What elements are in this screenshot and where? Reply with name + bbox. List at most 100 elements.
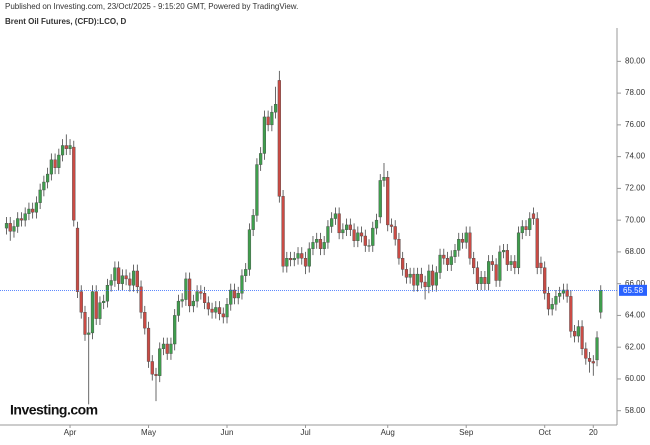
candle-body bbox=[169, 343, 173, 354]
candle-body bbox=[68, 145, 72, 149]
candle-body bbox=[367, 245, 371, 247]
candle-body bbox=[124, 275, 128, 280]
candle-body bbox=[330, 218, 334, 227]
candle-body bbox=[16, 218, 20, 227]
candle-body bbox=[161, 343, 166, 349]
candle-body bbox=[554, 296, 558, 305]
candle-body bbox=[307, 248, 311, 267]
candle-body bbox=[359, 232, 364, 237]
candle-body bbox=[494, 264, 498, 281]
candle-body bbox=[143, 312, 147, 329]
y-tick-label: 80.00 bbox=[625, 56, 646, 65]
candle-body bbox=[292, 258, 296, 261]
candle-body bbox=[150, 361, 154, 375]
candle-body bbox=[397, 239, 401, 259]
candle-body bbox=[472, 258, 476, 268]
candle-body bbox=[83, 312, 87, 335]
x-tick-label: May bbox=[141, 428, 156, 437]
candle-body bbox=[573, 331, 577, 337]
candle-body bbox=[158, 348, 162, 376]
candle-body bbox=[599, 290, 603, 313]
candle-body bbox=[374, 219, 379, 229]
candle-body bbox=[102, 300, 106, 303]
candle-body bbox=[23, 213, 27, 221]
candle-body bbox=[72, 146, 76, 221]
candle-body bbox=[184, 278, 188, 300]
candle-body bbox=[12, 226, 16, 232]
y-tick-label: 78.00 bbox=[625, 88, 646, 97]
published-note: Published on Investing.com, 23/Oct/2025 … bbox=[5, 2, 298, 11]
candle-body bbox=[296, 253, 300, 259]
candle-body bbox=[285, 258, 289, 267]
candle-body bbox=[90, 291, 95, 334]
candle-body bbox=[98, 302, 102, 319]
x-tick-label: Apr bbox=[64, 428, 77, 437]
candle-body bbox=[408, 273, 412, 278]
candle-body bbox=[561, 289, 565, 294]
candle-body bbox=[419, 273, 423, 283]
candle-body bbox=[120, 275, 124, 284]
candle-body bbox=[401, 258, 405, 270]
candle-body bbox=[19, 218, 24, 221]
candle-body bbox=[386, 177, 390, 226]
candle-body bbox=[371, 227, 375, 246]
candle-body bbox=[449, 256, 453, 265]
candle-body bbox=[146, 327, 151, 362]
candle-body bbox=[430, 270, 435, 286]
candle-body bbox=[539, 262, 543, 268]
candle-body bbox=[442, 254, 446, 259]
candle-body bbox=[584, 348, 588, 359]
candle-body bbox=[274, 104, 278, 113]
candle-body bbox=[191, 300, 195, 307]
candle-body bbox=[348, 224, 352, 230]
candle-body bbox=[520, 226, 524, 234]
candle-body bbox=[46, 173, 50, 183]
candle-body bbox=[438, 254, 442, 273]
candle-body bbox=[210, 308, 214, 313]
candle-body bbox=[412, 273, 416, 286]
candle-body bbox=[356, 232, 360, 241]
candle-body bbox=[464, 232, 468, 243]
candle-body bbox=[270, 111, 274, 126]
candle-body bbox=[206, 302, 210, 310]
candle-body bbox=[240, 275, 244, 294]
candle-body bbox=[113, 267, 117, 281]
candle-body bbox=[453, 250, 457, 257]
candle-body bbox=[288, 258, 293, 261]
y-tick-label: 64.00 bbox=[625, 311, 646, 320]
candle-body bbox=[531, 213, 536, 219]
candle-body bbox=[487, 261, 491, 284]
candle-body bbox=[154, 373, 158, 376]
candle-body bbox=[236, 292, 240, 299]
price-label: 65.58 bbox=[623, 286, 644, 295]
candle-body bbox=[516, 232, 521, 268]
candle-body bbox=[139, 286, 143, 313]
candle-body bbox=[94, 291, 98, 319]
candle-body bbox=[498, 251, 502, 281]
candle-body bbox=[277, 80, 281, 197]
y-tick-label: 74.00 bbox=[625, 152, 646, 161]
candle-body bbox=[217, 307, 222, 315]
candle-body bbox=[468, 232, 472, 259]
candle-body bbox=[576, 326, 580, 337]
candle-body bbox=[247, 229, 252, 270]
candle-body bbox=[176, 300, 181, 316]
candle-body bbox=[251, 215, 255, 230]
candle-body bbox=[131, 270, 136, 286]
logo: Investing.com bbox=[10, 402, 98, 418]
candle-body bbox=[281, 196, 285, 267]
y-tick-label: 66.00 bbox=[625, 279, 646, 288]
candle-body bbox=[345, 224, 349, 230]
candle-body bbox=[27, 208, 31, 214]
candle-body bbox=[341, 229, 345, 234]
candle-body bbox=[404, 269, 409, 278]
y-tick-label: 72.00 bbox=[625, 183, 646, 192]
candle-body bbox=[475, 267, 480, 284]
candle-body bbox=[128, 278, 132, 286]
candle-body bbox=[569, 296, 573, 332]
candle-body bbox=[434, 272, 438, 286]
candle-body bbox=[378, 180, 382, 218]
candle-body bbox=[64, 145, 68, 149]
candle-body bbox=[60, 145, 65, 156]
